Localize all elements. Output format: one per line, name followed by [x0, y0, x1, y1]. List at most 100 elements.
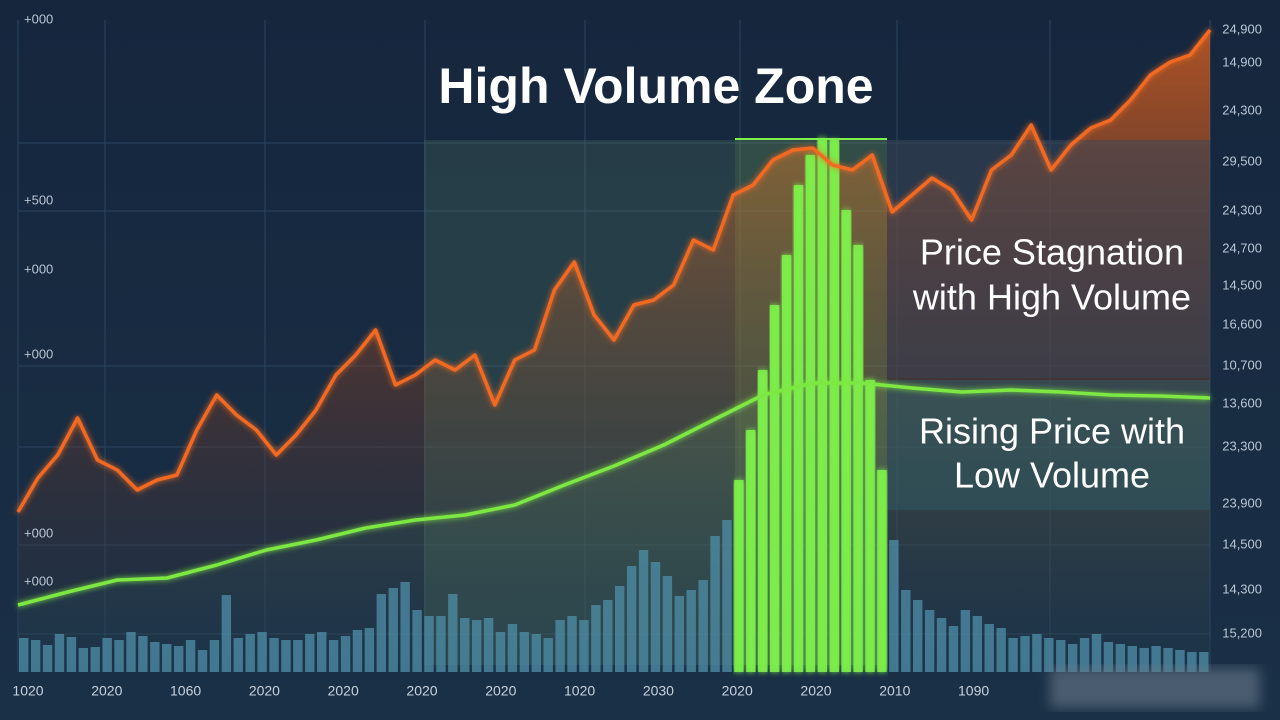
volume-bar [698, 580, 708, 672]
x-axis-label: 2020 [249, 683, 280, 699]
annotation: with High Volume [912, 277, 1191, 318]
volume-bar [197, 650, 208, 672]
volume-bar [626, 566, 637, 672]
volume-bar [924, 610, 935, 672]
volume-bar [579, 620, 589, 672]
volume-bar [519, 632, 530, 672]
annotation: Low Volume [954, 455, 1150, 496]
volume-bar [615, 586, 625, 672]
volume-bar [1044, 638, 1054, 672]
price-line [16, 28, 1212, 513]
x-axis-label: 2020 [406, 683, 437, 699]
right-axis-label: 10,700 [1222, 357, 1262, 372]
volume-bar [674, 596, 685, 672]
rising-box [887, 380, 1210, 510]
blurred-patch [1050, 668, 1260, 708]
volume-bar [19, 638, 29, 672]
right-axis-label: 14,500 [1222, 536, 1262, 551]
volume-bar [328, 640, 339, 672]
volume-bar [507, 624, 518, 672]
volume-bar [150, 642, 160, 672]
volume-bar [364, 628, 375, 672]
volume-bar [66, 637, 77, 672]
volume-bar [650, 562, 661, 672]
volume-bar [901, 590, 911, 672]
volume-bar [972, 616, 983, 672]
volume-bar [1079, 638, 1090, 672]
volume-bar [960, 610, 971, 672]
volume-bar [317, 632, 327, 672]
volume-bar [460, 618, 470, 672]
right-axis-label: 24,700 [1222, 240, 1262, 255]
volume-bar [78, 648, 89, 672]
volume-bar [817, 138, 828, 672]
volume-bar [388, 588, 398, 672]
volume-bar [114, 640, 124, 672]
x-axis-label: 2030 [643, 683, 674, 699]
volume-bar [793, 185, 804, 672]
volume-bar [30, 640, 41, 672]
volume-bar [543, 638, 553, 672]
right-axis-label: 23,300 [1222, 438, 1262, 453]
volume-bar [173, 646, 184, 672]
volume-bar [436, 616, 446, 672]
volume-bar [984, 624, 994, 672]
right-axis-label: 15,200 [1222, 625, 1262, 640]
x-axis-label: 1060 [170, 683, 201, 699]
left-axis-label: +000 [24, 11, 53, 26]
volume-bar [245, 634, 255, 672]
volume-bar [221, 595, 232, 672]
volume-bar [829, 140, 839, 672]
volume-bar [293, 640, 303, 672]
volume-bar [1163, 648, 1173, 672]
volume-bar [758, 370, 768, 672]
annotation: Rising Price with [919, 411, 1185, 452]
volume-bar [281, 640, 291, 672]
x-axis-label: 2020 [485, 683, 516, 699]
x-axis-label: 2010 [879, 683, 910, 699]
chart-title: High Volume Zone [438, 58, 873, 114]
volume-bar [233, 638, 243, 672]
volume-bar [638, 550, 649, 672]
volume-bar [185, 640, 196, 672]
volume-bar [1175, 650, 1185, 672]
volume-zone [424, 140, 735, 665]
volume-bar [257, 632, 267, 672]
x-axis-label: 1090 [958, 683, 989, 699]
right-axis-label: 13,600 [1222, 395, 1262, 410]
right-axis-label: 29,500 [1222, 153, 1262, 168]
volume-bar [102, 638, 112, 672]
volume-bar [853, 245, 863, 672]
right-axis-label: 14,500 [1222, 277, 1262, 292]
right-axis-label: 14,900 [1222, 54, 1262, 69]
volume-bar [734, 480, 744, 672]
volume-bar [841, 210, 851, 672]
volume-bar [865, 380, 875, 672]
volume-bar [424, 616, 434, 672]
volume-bar [746, 430, 756, 672]
volume-bar [1199, 652, 1209, 672]
volume-bar [448, 594, 458, 672]
x-axis-label: 2020 [722, 683, 753, 699]
volume-bar [126, 632, 136, 672]
volume-bar [483, 618, 494, 672]
trend-line [17, 381, 1211, 607]
volume-bar [1091, 634, 1102, 672]
volume-bar [769, 305, 780, 672]
volume-bar [1032, 634, 1042, 672]
right-axis-label: 23,900 [1222, 495, 1262, 510]
volume-bar [936, 618, 947, 672]
volume-bar [269, 638, 279, 672]
volume-bar [710, 536, 720, 672]
volume-bar [1067, 644, 1078, 672]
volume-bar [352, 630, 363, 672]
left-axis-label: +000 [24, 525, 53, 540]
left-axis-label: +000 [24, 261, 53, 276]
right-axis-label: 14,300 [1222, 581, 1262, 596]
volume-bar [1056, 640, 1066, 672]
volume-bar [1008, 638, 1018, 672]
volume-bar [1020, 636, 1030, 672]
volume-bar [1127, 646, 1137, 672]
volume-bar [996, 628, 1006, 672]
